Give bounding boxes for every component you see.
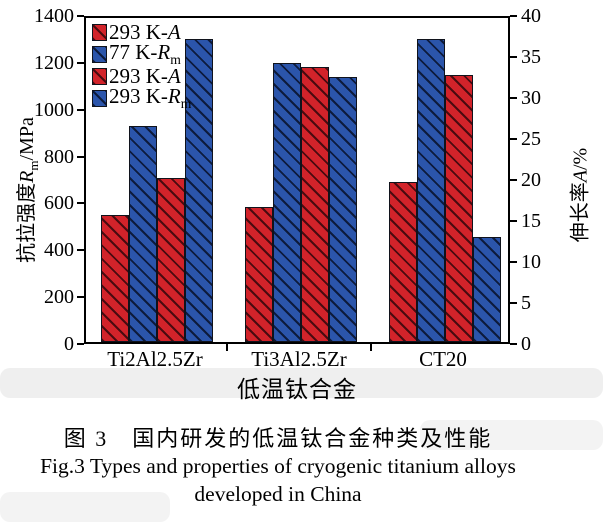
bar-Ti3Al2.5Zr-77K-Rm [273,63,301,342]
x-boundary-tick [226,344,228,351]
right-tick-mark [510,138,517,140]
right-tick-mark [510,261,517,263]
bar-Ti2Al2.5Zr-293K-A [101,215,129,342]
x-category-label: Ti3Al2.5Zr [251,347,347,371]
legend-item: 293 K-Rm [92,83,192,112]
legend-item: 293 K-A [92,63,191,88]
right-tick-label: 5 [521,292,531,314]
left-axis-title: 抗拉强度Rm/MPa [16,117,41,263]
left-tick-label: 800 [44,145,74,168]
right-tick-label: 30 [521,87,541,109]
left-tick-label: 400 [44,239,74,262]
legend-swatch-blue [92,45,107,63]
scan-artifact [0,492,170,522]
right-tick-label: 10 [521,251,541,273]
right-tick-label: 15 [521,210,541,232]
left-tick-label: 1000 [34,98,74,121]
scan-artifact [0,368,603,398]
right-tick-label: 35 [521,46,541,68]
bar-Ti2Al2.5Zr-293K-Rm [185,39,213,342]
right-tick-mark [510,56,517,58]
legend-label: 293 K-A [109,63,181,88]
chart-legend: 293 K-A 77 K-Rm 293 K-A 293 K-Rm [92,19,192,112]
right-tick-mark [510,343,517,345]
left-tick-label: 600 [44,192,74,215]
bar-CT20-293K-Rm [473,237,501,342]
bar-Ti3Al2.5Zr-293K-A [245,207,273,342]
caption-line-en1: Fig.3 Types and properties of cryogenic … [40,454,516,478]
legend-swatch-red [92,67,107,85]
x-category-label: Ti2Al2.5Zr [107,347,203,371]
left-tick-mark [77,202,84,205]
scan-artifact [420,420,603,450]
bar-Ti3Al2.5Zr-293K-Rm [329,77,357,342]
bar-Ti2Al2.5Zr-293K-A [157,178,185,342]
left-tick-label: 0 [64,333,74,355]
right-tick-label: 20 [521,169,541,191]
plot-area: 293 K-A 77 K-Rm 293 K-A 293 K-Rm [84,16,510,344]
legend-label: 293 K-A [109,19,181,44]
bar-CT20-293K-A [389,182,417,342]
legend-swatch-blue [92,89,107,107]
left-tick-mark [77,108,84,111]
caption-line-en2: developed in China [194,482,362,506]
legend-item: 293 K-A [92,19,191,44]
right-tick-mark [510,97,517,99]
right-tick-mark [510,220,517,222]
left-tick-mark [77,15,84,17]
left-tick-mark [77,61,84,64]
legend-label: 293 K-Rm [109,83,192,112]
right-tick-mark [510,179,517,181]
x-category-label: CT20 [419,347,467,371]
right-tick-label: 25 [521,128,541,150]
right-tick-label: 0 [521,333,531,355]
legend-swatch-red [92,23,107,41]
bar-Ti3Al2.5Zr-293K-A [301,67,329,342]
bar-Ti2Al2.5Zr-77K-Rm [129,126,157,342]
legend-label: 77 K-Rm [109,39,181,68]
left-tick-mark [77,343,84,345]
x-axis-title: 低温钛合金 [237,377,357,402]
left-tick-label: 1400 [34,5,74,27]
left-tick-label: 200 [44,286,74,309]
left-tick-label: 1200 [34,51,74,74]
left-tick-mark [77,249,84,252]
caption-line-zh: 图 3 国内研发的低温钛合金种类及性能 [63,426,493,451]
right-tick-label: 40 [521,5,541,27]
right-axis-title: 伸长率A/% [569,147,592,243]
bar-CT20-293K-A [445,75,473,342]
right-tick-mark [510,15,517,17]
bar-CT20-77K-Rm [417,39,445,342]
x-boundary-tick [370,344,372,351]
right-tick-mark [510,302,517,304]
legend-item: 77 K-Rm [92,39,191,68]
left-tick-mark [77,155,84,158]
left-tick-mark [77,296,84,299]
